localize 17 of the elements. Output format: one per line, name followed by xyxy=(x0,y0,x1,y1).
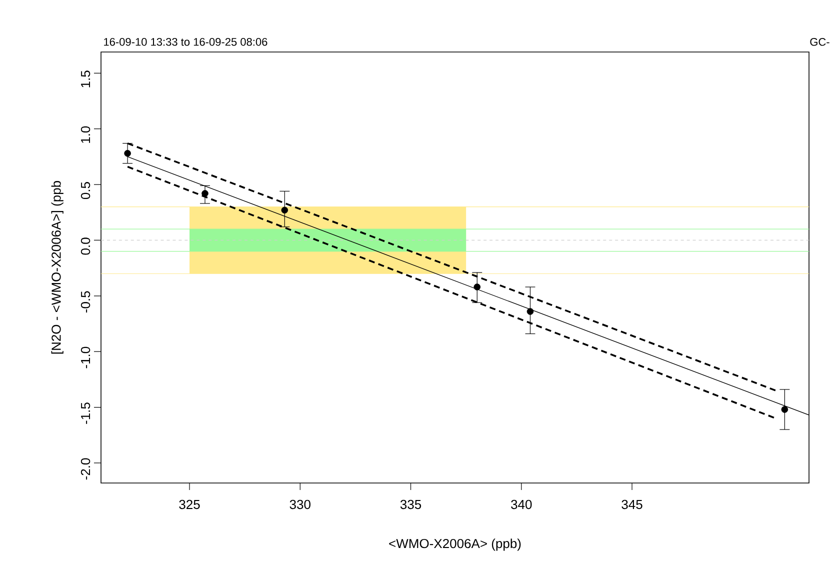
y-tick-label: -1.0 xyxy=(80,346,90,368)
chart-title: 16-09-10 13:33 to 16-09-25 08:06 xyxy=(104,38,268,46)
y-tick-label: -0.5 xyxy=(80,291,90,313)
y-tick-label: 1.0 xyxy=(80,126,90,143)
x-axis-title: <WMO-X2006A> (ppb) xyxy=(389,538,521,551)
x-tick-label: 325 xyxy=(179,500,200,510)
y-tick-label: 0.0 xyxy=(80,238,90,255)
y-axis-title: [N2O - <WMO-X2006A>] (ppb xyxy=(51,180,64,354)
x-tick-label: 330 xyxy=(290,500,310,510)
x-tick-label: 340 xyxy=(511,500,532,510)
x-tick-label: 345 xyxy=(622,500,642,510)
text: GC- xyxy=(810,38,830,46)
y-tick-label: -2.0 xyxy=(80,458,90,480)
y-tick-label: 1.5 xyxy=(81,70,90,88)
x-tick-label: 335 xyxy=(400,500,422,510)
y-tick-label: -1.5 xyxy=(81,402,90,424)
y-tick-label: 0.5 xyxy=(80,182,90,200)
